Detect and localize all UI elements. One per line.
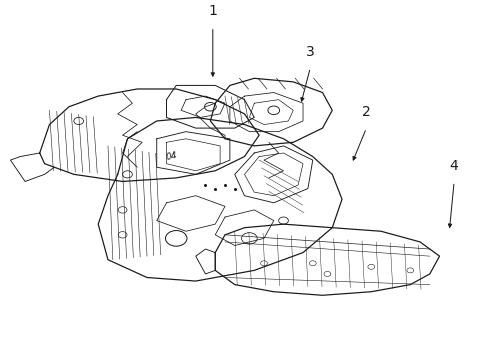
Text: 1: 1 [208, 4, 217, 18]
Text: 04: 04 [164, 151, 178, 162]
Text: 4: 4 [449, 158, 458, 172]
Text: 2: 2 [361, 105, 370, 119]
Text: 3: 3 [305, 45, 314, 59]
